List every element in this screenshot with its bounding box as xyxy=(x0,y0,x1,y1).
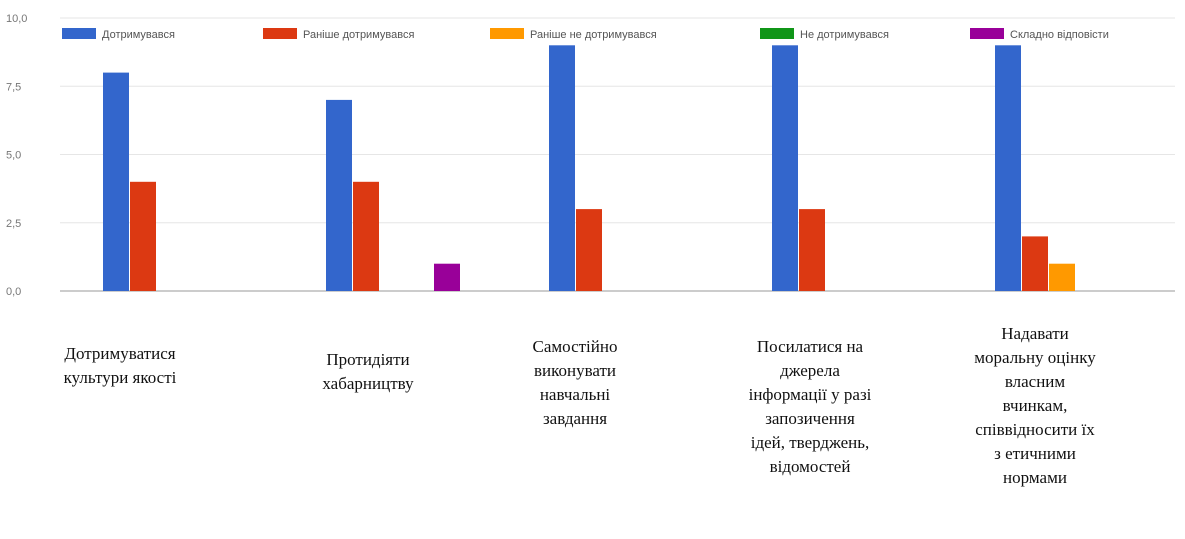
category-label-4: Надавати моральну оцінку власним вчинкам… xyxy=(974,324,1096,487)
y-tick-label: 5,0 xyxy=(6,150,21,162)
legend-label-3: Не дотримувався xyxy=(800,29,889,41)
legend-label-0: Дотримувався xyxy=(102,29,175,41)
bar-series-0-cat-4 xyxy=(995,45,1021,291)
bar-chart: 0,0 2,5 5,0 7,5 10,0 Дотримувався Раніше дотр… xyxy=(6,13,1175,298)
bar-series-4-cat-1 xyxy=(434,263,460,291)
y-tick-label: 7,5 xyxy=(6,81,21,93)
bar-series-1-cat-4 xyxy=(1022,236,1048,291)
y-tick-label: 0,0 xyxy=(6,286,21,298)
bar-series-1-cat-0 xyxy=(130,181,156,291)
category-label-2: Самостійно виконувати навчальні завдання xyxy=(532,337,618,428)
bar-series-0-cat-0 xyxy=(103,72,129,291)
legend-swatch-0 xyxy=(62,28,96,39)
legend-swatch-4 xyxy=(970,28,1004,39)
bar-series-1-cat-3 xyxy=(799,209,825,291)
category-label-3: Посилатися на джерела інформації у разі … xyxy=(748,337,872,476)
legend-label-4: Складно відповісти xyxy=(1010,29,1109,41)
category-label-0: Дотримуватися культури якості xyxy=(63,344,177,387)
bar-series-0-cat-3 xyxy=(772,45,798,291)
legend-label-1: Раніше дотримувався xyxy=(303,29,414,41)
bars xyxy=(103,45,1075,292)
bar-series-2-cat-4 xyxy=(1049,263,1075,291)
bar-series-1-cat-2 xyxy=(576,209,602,291)
bar-series-0-cat-1 xyxy=(326,99,352,292)
bar-series-0-cat-2 xyxy=(549,45,575,291)
bar-series-1-cat-1 xyxy=(353,181,379,291)
category-label-1: Протидіяти хабарництву xyxy=(322,350,414,393)
legend-swatch-3 xyxy=(760,28,794,39)
legend-label-2: Раніше не дотримувався xyxy=(530,29,657,41)
y-tick-label: 10,0 xyxy=(6,13,27,25)
gridlines: 0,0 2,5 5,0 7,5 10,0 xyxy=(6,13,1175,298)
y-tick-label: 2,5 xyxy=(6,218,21,230)
legend: Дотримувався Раніше дотримувався Раніше не… xyxy=(62,28,1109,41)
legend-swatch-2 xyxy=(490,28,524,39)
legend-swatch-1 xyxy=(263,28,297,39)
